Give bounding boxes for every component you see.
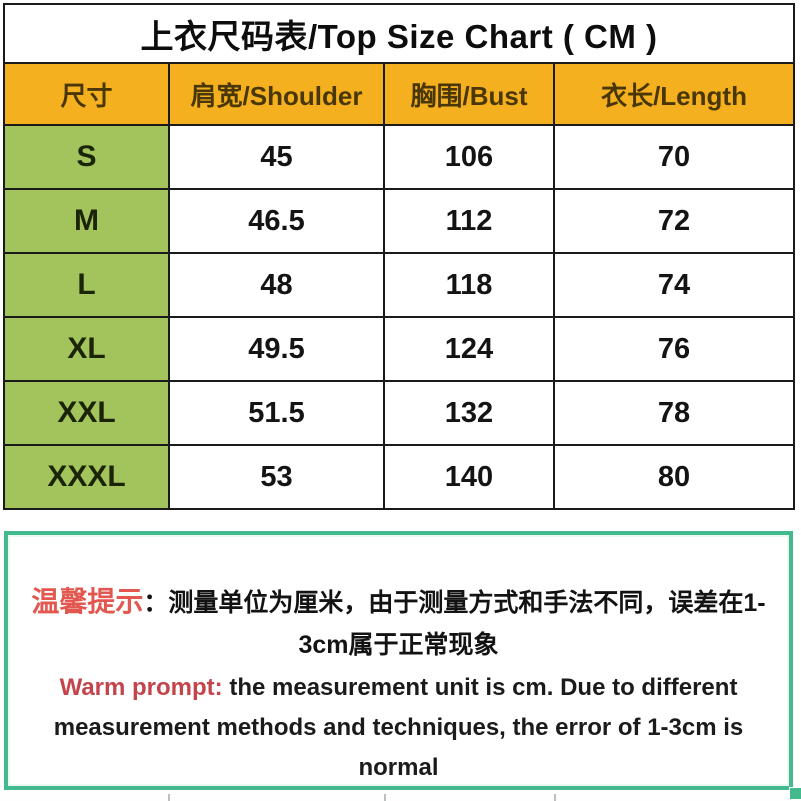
length-cell: 80	[552, 444, 796, 510]
table-row-l: L 48 118 74	[3, 252, 796, 318]
shoulder-cell: 45	[168, 124, 385, 190]
shoulder-cell: 49.5	[168, 316, 385, 382]
size-cell: L	[3, 252, 170, 318]
header-bust: 胸围/Bust	[383, 62, 555, 126]
gridline	[384, 794, 386, 801]
note-chinese-colon: ：	[143, 589, 169, 617]
bust-cell: 106	[383, 124, 555, 190]
note-english-label: Warm prompt	[59, 674, 215, 701]
bust-cell: 118	[383, 252, 555, 318]
size-cell: XXL	[3, 380, 170, 446]
table-row-s: S 45 106 70	[3, 124, 796, 190]
length-cell: 76	[552, 316, 796, 382]
header-shoulder: 肩宽/Shoulder	[168, 62, 385, 126]
table-row-xxl: XXL 51.5 132 78	[3, 380, 796, 446]
shoulder-cell: 48	[168, 252, 385, 318]
size-cell: M	[3, 188, 170, 254]
page-title: 上衣尺码表/Top Size Chart ( CM )	[2, 3, 796, 64]
size-cell: XL	[3, 316, 170, 382]
bust-cell: 124	[383, 316, 555, 382]
selection-handle	[789, 787, 801, 800]
bust-cell: 140	[383, 444, 555, 510]
note-english: Warm prompt: the measurement unit is cm.…	[12, 668, 785, 788]
length-cell: 70	[552, 124, 796, 190]
warm-prompt-box: 温馨提示：测量单位为厘米，由于测量方式和手法不同，误差在1-3cm属于正常现象 …	[4, 531, 793, 790]
shoulder-cell: 46.5	[168, 188, 385, 254]
size-chart-table: 上衣尺码表/Top Size Chart ( CM ) 尺寸 肩宽/Should…	[2, 3, 796, 510]
note-chinese-label: 温馨提示	[31, 586, 144, 617]
table-row-xxxl: XXXL 53 140 80	[3, 444, 796, 510]
table-header-row: 尺寸 肩宽/Shoulder 胸围/Bust 衣长/Length	[3, 62, 796, 126]
note-chinese-text: 测量单位为厘米，由于测量方式和手法不同，误差在1-3cm属于正常现象	[168, 589, 766, 659]
header-size: 尺寸	[3, 62, 170, 126]
gridline	[554, 794, 556, 801]
shoulder-cell: 51.5	[168, 380, 385, 446]
title-row: 上衣尺码表/Top Size Chart ( CM )	[2, 3, 796, 64]
length-cell: 78	[552, 380, 796, 446]
partial-grid-row	[0, 794, 801, 801]
size-cell: XXXL	[3, 444, 170, 510]
length-cell: 72	[552, 188, 796, 254]
note-english-text: the measurement unit is cm. Due to diffe…	[53, 674, 744, 781]
gridline	[168, 794, 170, 801]
note-english-colon: :	[214, 674, 223, 701]
note-chinese: 温馨提示：测量单位为厘米，由于测量方式和手法不同，误差在1-3cm属于正常现象	[16, 581, 781, 666]
table-row-m: M 46.5 112 72	[3, 188, 796, 254]
shoulder-cell: 53	[168, 444, 385, 510]
size-cell: S	[3, 124, 170, 190]
bust-cell: 112	[383, 188, 555, 254]
bust-cell: 132	[383, 380, 555, 446]
table-row-xl: XL 49.5 124 76	[3, 316, 796, 382]
header-length: 衣长/Length	[552, 62, 796, 126]
length-cell: 74	[552, 252, 796, 318]
